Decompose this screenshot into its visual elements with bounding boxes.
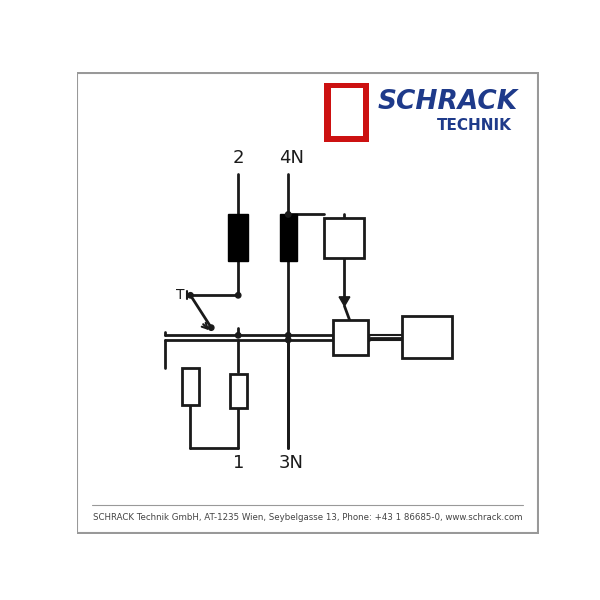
Text: 3N: 3N bbox=[279, 454, 304, 472]
Text: H: H bbox=[416, 326, 438, 350]
Text: SCHRACK Technik GmbH, AT-1235 Wien, Seybelgasse 13, Phone: +43 1 86685-0, www.sc: SCHRACK Technik GmbH, AT-1235 Wien, Seyb… bbox=[93, 512, 522, 521]
Polygon shape bbox=[339, 297, 350, 306]
Circle shape bbox=[236, 293, 241, 298]
Bar bbox=[228, 214, 248, 260]
Circle shape bbox=[286, 337, 291, 343]
Bar bbox=[325, 218, 364, 257]
Circle shape bbox=[209, 325, 214, 331]
Circle shape bbox=[286, 332, 291, 338]
Circle shape bbox=[236, 332, 241, 338]
Circle shape bbox=[188, 293, 193, 298]
Bar bbox=[182, 368, 199, 404]
Text: 1: 1 bbox=[233, 454, 244, 472]
Bar bbox=[230, 374, 247, 409]
Bar bbox=[402, 316, 452, 358]
Circle shape bbox=[286, 212, 291, 217]
Text: 4N: 4N bbox=[279, 149, 304, 167]
Text: 2: 2 bbox=[232, 149, 244, 167]
Bar bbox=[280, 214, 297, 260]
Text: T: T bbox=[176, 289, 184, 302]
Bar bbox=[333, 320, 368, 355]
